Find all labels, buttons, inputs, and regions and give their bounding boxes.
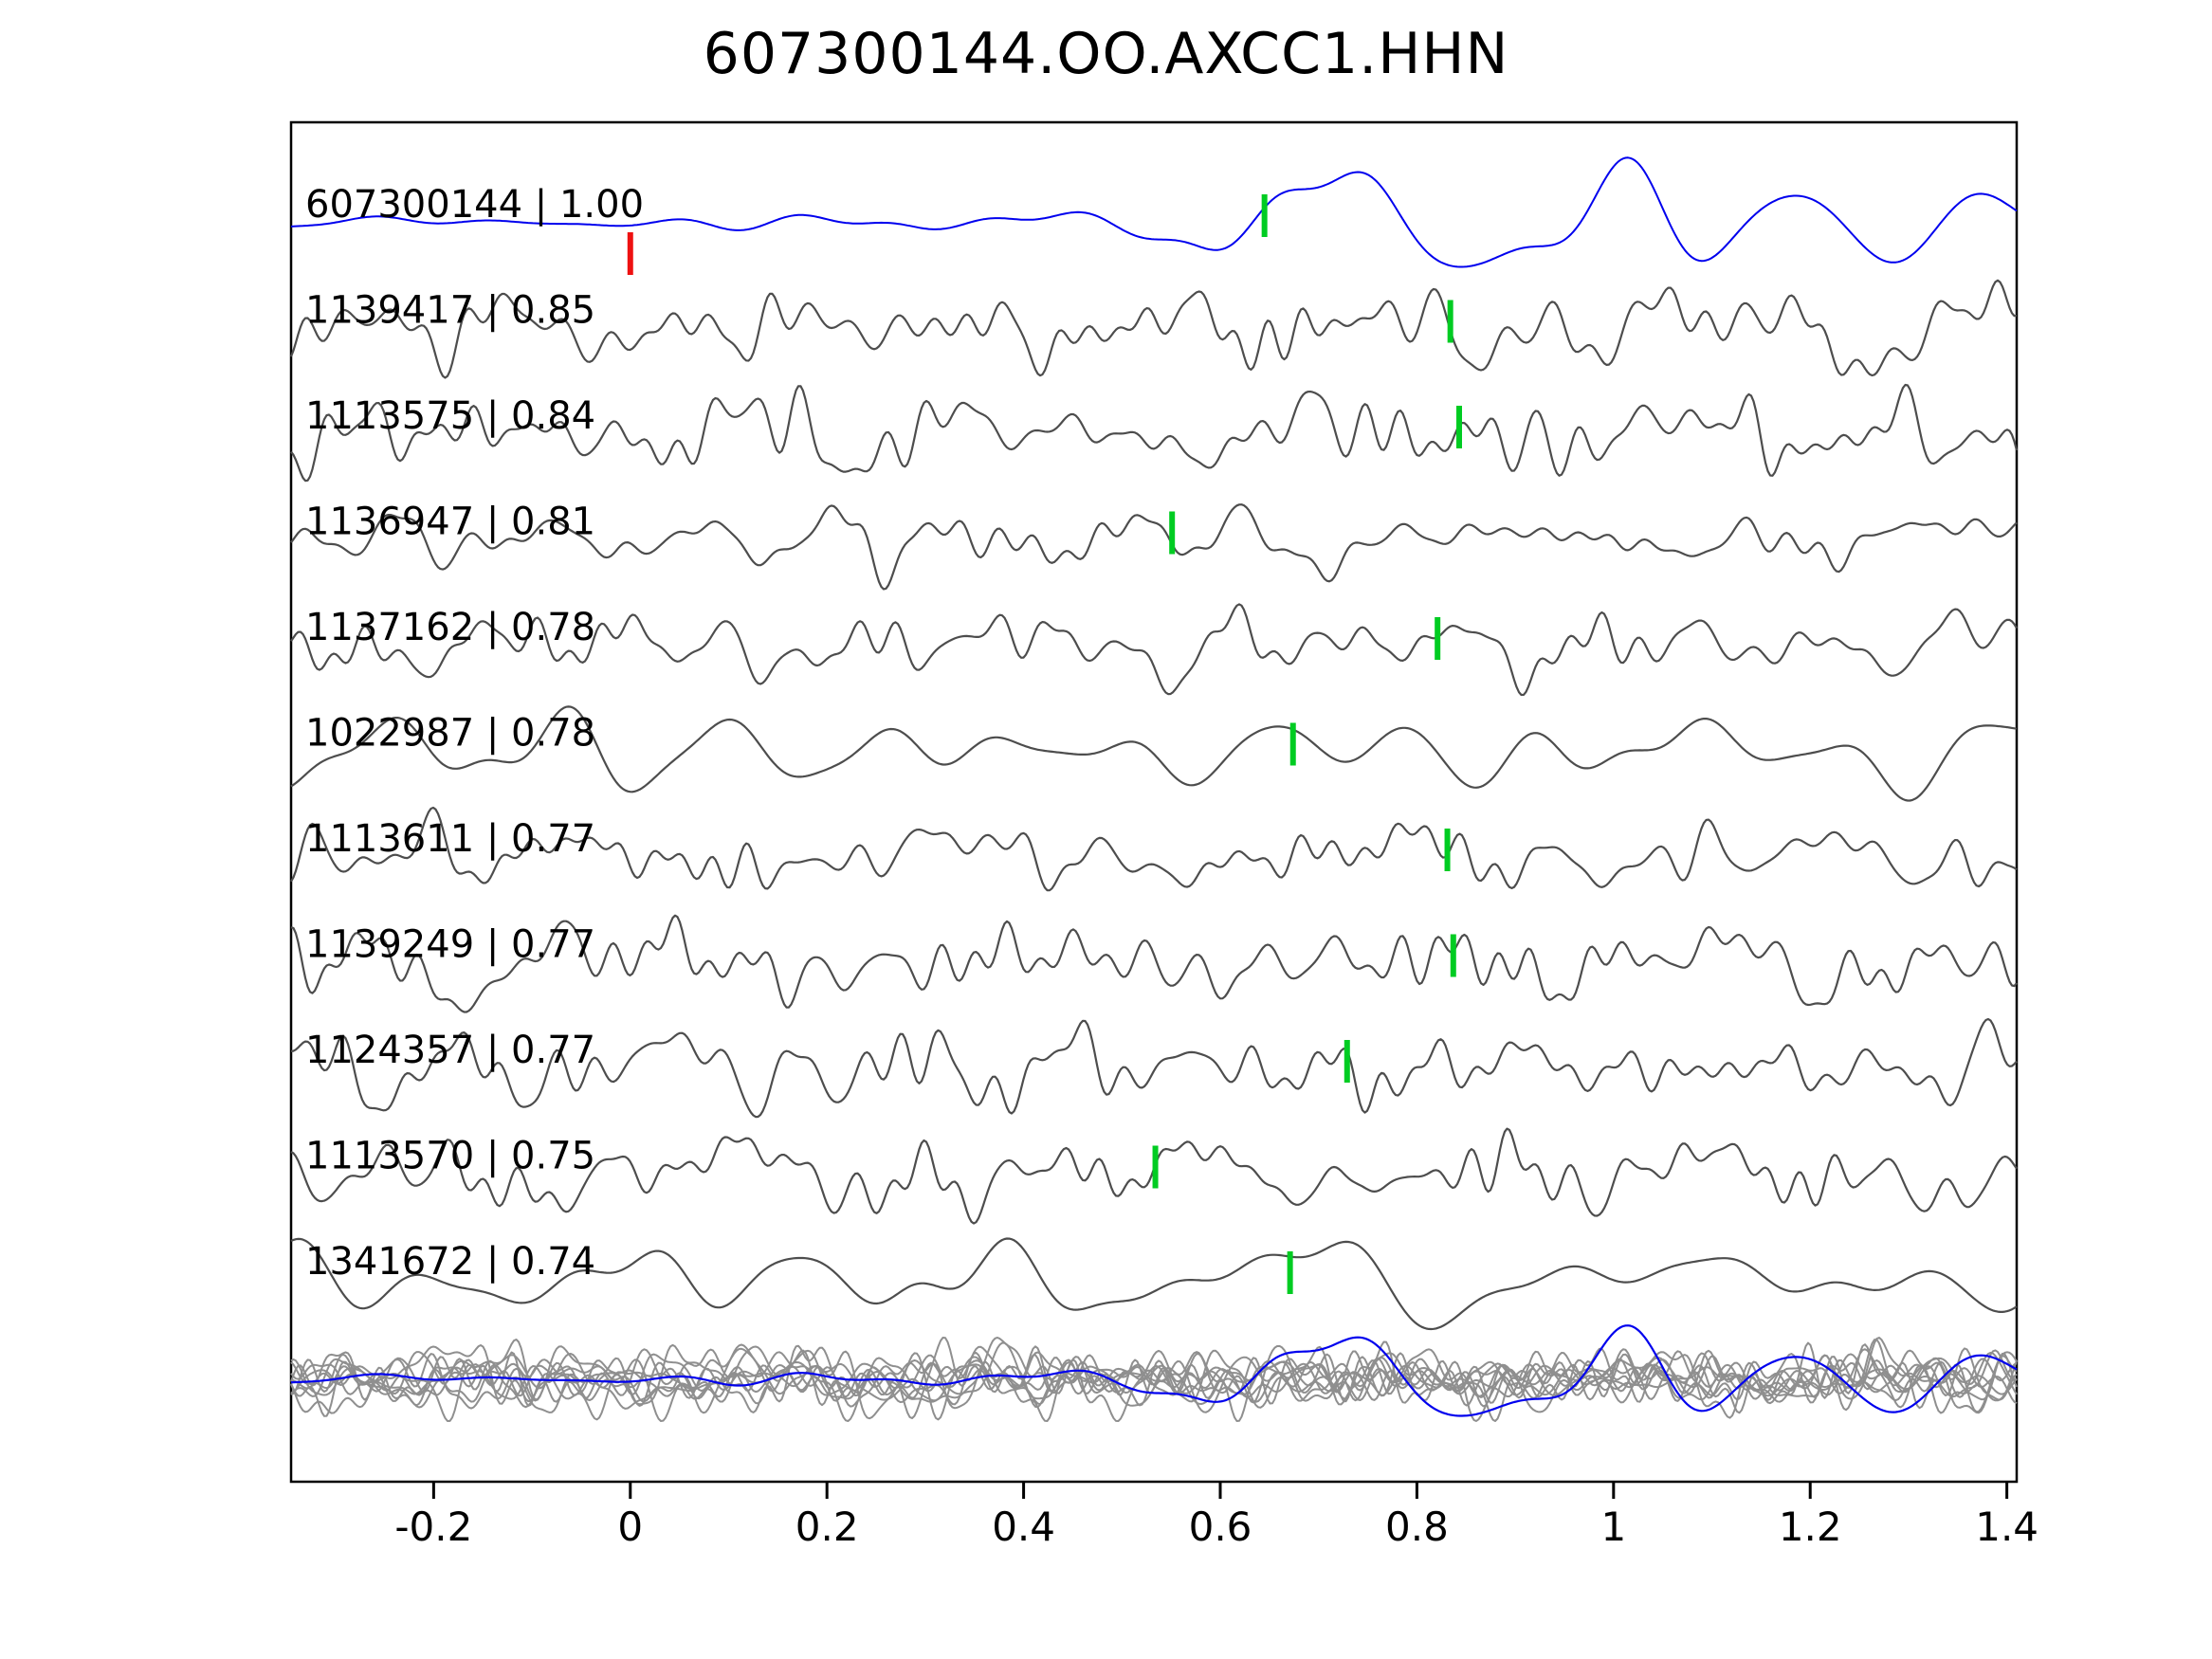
overlay-trace [290, 1337, 2018, 1419]
overlay-trace [290, 1344, 2018, 1422]
detection-trace [290, 1017, 2018, 1119]
detection-trace [290, 914, 2018, 1013]
pick-marker [1435, 617, 1441, 660]
x-tick-label: 0.6 [1189, 1504, 1252, 1550]
trace-label: 1137162 | 0.78 [305, 606, 595, 649]
pick-marker [1287, 1251, 1293, 1294]
pick-marker [1289, 722, 1296, 766]
pick-marker [1456, 406, 1462, 448]
pick-marker [1169, 511, 1176, 555]
x-tick-label: -0.2 [394, 1504, 472, 1550]
x-tick-label: 0.4 [992, 1504, 1055, 1550]
detection-trace [290, 806, 2018, 892]
plot-box [289, 120, 2019, 1484]
pick-marker [1344, 1040, 1350, 1083]
overlay-template-trace [290, 1324, 2018, 1417]
trace-label: 1113575 | 0.84 [305, 394, 595, 438]
trace-label: 1136947 | 0.81 [305, 501, 595, 544]
trace-label: 1113611 | 0.77 [305, 817, 595, 861]
overlay-trace [290, 1337, 2018, 1422]
x-tick-label: 1.4 [1975, 1504, 2038, 1550]
x-tick-label: 1.2 [1779, 1504, 1842, 1550]
pick-marker [1444, 829, 1451, 871]
trace-label: 1341672 | 0.74 [305, 1240, 595, 1284]
pick-marker [1261, 194, 1268, 237]
pick-marker [1447, 300, 1453, 343]
detection-trace [289, 279, 2018, 379]
trace-label: 1139417 | 0.85 [305, 289, 595, 333]
chart-title: 607300144.OO.AXCC1.HHN [703, 21, 1509, 87]
detection-trace [290, 705, 2018, 802]
detection-trace [290, 383, 2019, 483]
overlay-trace [290, 1339, 2017, 1422]
reference-pick-marker [627, 232, 633, 275]
trace-label: 607300144 | 1.00 [305, 183, 644, 227]
x-tick-label: 1 [1600, 1504, 1626, 1550]
pick-marker [1450, 934, 1456, 977]
detection-trace [290, 1237, 2018, 1331]
detection-trace [290, 503, 2018, 591]
x-tick-label: 0 [617, 1504, 643, 1550]
trace-label: 1022987 | 0.78 [305, 712, 595, 756]
trace-label: 1139249 | 0.77 [305, 923, 595, 967]
detection-trace [290, 603, 2018, 697]
pick-marker [1152, 1145, 1159, 1189]
template-trace [290, 156, 2018, 268]
x-tick-label: 0.8 [1385, 1504, 1449, 1550]
x-tick-label: 0.2 [795, 1504, 859, 1550]
trace-label: 1113570 | 0.75 [305, 1135, 595, 1178]
trace-label: 1124357 | 0.77 [305, 1029, 595, 1072]
